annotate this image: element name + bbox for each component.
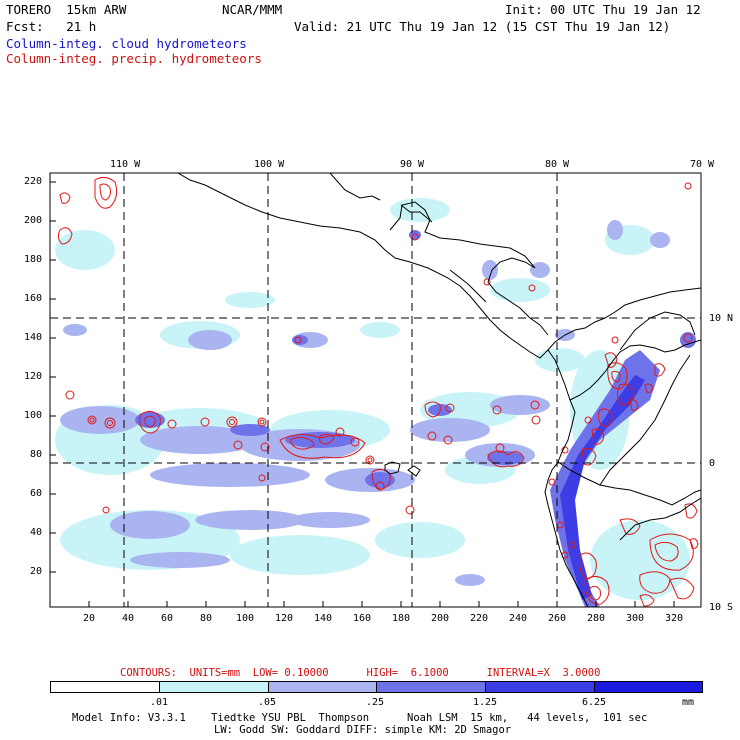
forecast-hour: Fcst: 21 h: [6, 19, 97, 34]
precip-contours: [57, 176, 699, 607]
x-tick-label: 120: [275, 613, 294, 624]
y-tick-label: 220: [24, 176, 43, 187]
colorbar-box: [376, 681, 486, 693]
colorbar-box: [50, 681, 160, 693]
lon-label-80w: 80 W: [545, 159, 570, 170]
model-info-line1: Model Info: V3.3.1 Tiedtke YSU PBL Thomp…: [72, 712, 648, 724]
org-label: NCAR/MMM: [222, 2, 283, 17]
colorbar-label: .05: [258, 697, 277, 708]
x-tick-label: 260: [548, 613, 567, 624]
cloud-field: [55, 198, 696, 607]
y-tick-label: 80: [30, 449, 43, 460]
colorbar-label: 6.25: [582, 697, 607, 708]
lat-lon-grid: [50, 173, 701, 607]
model-title: TORERO 15km ARW: [6, 2, 127, 17]
y-tick-label: 120: [24, 371, 43, 382]
colorbar-units: mm: [682, 697, 695, 708]
lon-label-110w: 110 W: [110, 159, 141, 170]
lon-label-100w: 100 W: [254, 159, 285, 170]
field-cloud-label: Column-integ. cloud hydrometeors: [6, 36, 247, 51]
y-tick-label: 180: [24, 254, 43, 265]
x-tick-label: 160: [353, 613, 372, 624]
x-tick-label: 200: [431, 613, 450, 624]
valid-time: Valid: 21 UTC Thu 19 Jan 12 (15 CST Thu …: [294, 19, 671, 34]
x-tick-label: 280: [587, 613, 606, 624]
y-tick-label: 40: [30, 527, 43, 538]
x-tick-label: 20: [83, 613, 96, 624]
colorbar-box: [594, 681, 703, 693]
y-tick-label: 200: [24, 215, 43, 226]
x-tick-label: 180: [392, 613, 411, 624]
lat-label-10n: 10 N: [709, 313, 734, 324]
colorbar-box: [485, 681, 595, 693]
x-tick-label: 140: [314, 613, 333, 624]
x-tick-label: 80: [200, 613, 213, 624]
x-tick-label: 240: [509, 613, 528, 624]
y-tick-label: 60: [30, 488, 43, 499]
x-tick-label: 100: [236, 613, 255, 624]
lat-label-10s: 10 S: [709, 602, 734, 613]
contours-info: CONTOURS: UNITS=mm LOW= 0.10000 HIGH= 6.…: [120, 667, 601, 679]
x-tick-label: 60: [161, 613, 174, 624]
lon-label-70w: 70 W: [690, 159, 715, 170]
colorbar-box: [268, 681, 377, 693]
y-tick-label: 100: [24, 410, 43, 421]
colorbar-label: 1.25: [473, 697, 498, 708]
axis-ticks: [50, 181, 675, 607]
coastlines: [177, 173, 701, 607]
model-info-line2: LW: Godd SW: Goddard DIFF: simple KM: 2D…: [214, 724, 512, 736]
colorbar-label: .01: [150, 697, 169, 708]
colorbar-box: [159, 681, 269, 693]
init-time: Init: 00 UTC Thu 19 Jan 12: [505, 2, 701, 17]
y-tick-label: 140: [24, 332, 43, 343]
field-precip-label: Column-integ. precip. hydrometeors: [6, 51, 262, 66]
colorbar-label: .25: [366, 697, 385, 708]
lat-label-0: 0: [709, 458, 716, 469]
y-tick-label: 20: [30, 566, 43, 577]
x-tick-label: 40: [122, 613, 135, 624]
y-tick-label: 160: [24, 293, 43, 304]
x-tick-label: 300: [626, 613, 645, 624]
lon-label-90w: 90 W: [400, 159, 425, 170]
plot-frame: [49, 172, 702, 608]
x-tick-label: 220: [470, 613, 489, 624]
x-tick-label: 320: [665, 613, 684, 624]
